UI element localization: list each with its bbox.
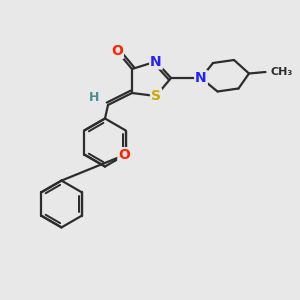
Text: O: O	[111, 44, 123, 58]
Text: N: N	[150, 55, 162, 68]
Text: H: H	[89, 91, 100, 104]
Text: N: N	[195, 71, 207, 85]
Text: S: S	[151, 89, 161, 103]
Text: CH₃: CH₃	[271, 67, 293, 77]
Text: O: O	[118, 148, 130, 162]
